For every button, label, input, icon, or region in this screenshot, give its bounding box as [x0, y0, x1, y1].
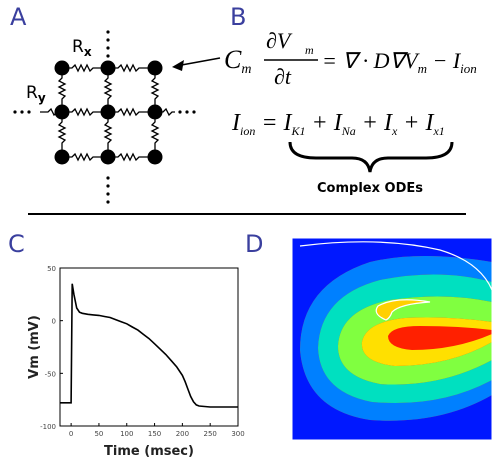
resistor-grid: Rx Ry: [13, 30, 196, 204]
x-tick-label: 200: [176, 430, 189, 438]
x-tick-label: 300: [231, 430, 244, 438]
spiral-band-blue: [292, 238, 492, 440]
x-tick-label: 50: [94, 430, 103, 438]
eq1-numerator: ∂V: [266, 28, 293, 53]
brace-label: Complex ODEs: [317, 181, 423, 196]
eq1-rhs: = ∇ · D∇Vm − Iion: [322, 48, 477, 76]
eq2-line: Iion = IK1 + INa + Ix + Ix1: [231, 110, 445, 138]
equation-block: Cm ∂V m ∂t = ∇ · D∇Vm − Iion Iion = IK1 …: [224, 28, 477, 138]
curly-brace: [288, 141, 454, 173]
x-axis-label: Time (msec): [104, 444, 194, 459]
vertical-resistors: [57, 68, 160, 155]
y-tick-label: -50: [45, 370, 56, 378]
x-tick-label: 100: [120, 430, 133, 438]
y-tick-label: -100: [40, 423, 56, 431]
arrow-to-grid: [172, 57, 221, 71]
ry-label: Ry: [26, 83, 46, 105]
horizontal-resistors: [40, 63, 175, 162]
grid-nodes: [54, 60, 163, 165]
spiral-band-cyan: [300, 256, 492, 421]
eq1-denominator: ∂t: [274, 64, 292, 89]
action-potential-chart: -100 -50 0 50 0 50 100 150 200 250 300 Time (msec…: [27, 265, 245, 459]
spiral-frame: [291, 237, 493, 441]
rx-label: Rx: [72, 37, 92, 59]
spiral-wave-map: [292, 238, 492, 440]
y-axis-label: Vm (mV): [27, 315, 42, 379]
eq1-numerator-sub: m: [305, 43, 314, 57]
eq1-C: Cm: [224, 45, 251, 77]
spiral-band-green: [338, 296, 492, 385]
y-tick-label: 0: [52, 318, 56, 326]
spiral-tip: [375, 299, 431, 321]
wavefront-line: [299, 241, 492, 291]
spiral-band-yellow: [361, 317, 492, 366]
y-tick-label: 50: [47, 265, 56, 273]
x-tick-label: 250: [204, 430, 217, 438]
panel-label-a: A: [10, 3, 27, 31]
plot-frame: [59, 267, 239, 427]
panel-label-b: B: [230, 3, 247, 31]
x-tick-label: 150: [148, 430, 161, 438]
panel-label-d: D: [245, 230, 264, 258]
spiral-band-teal: [318, 274, 492, 404]
x-tick-label: 0: [69, 430, 73, 438]
vm-trace: [60, 283, 238, 408]
grid-continuation-dots: [13, 30, 196, 204]
panel-label-c: C: [8, 230, 25, 258]
